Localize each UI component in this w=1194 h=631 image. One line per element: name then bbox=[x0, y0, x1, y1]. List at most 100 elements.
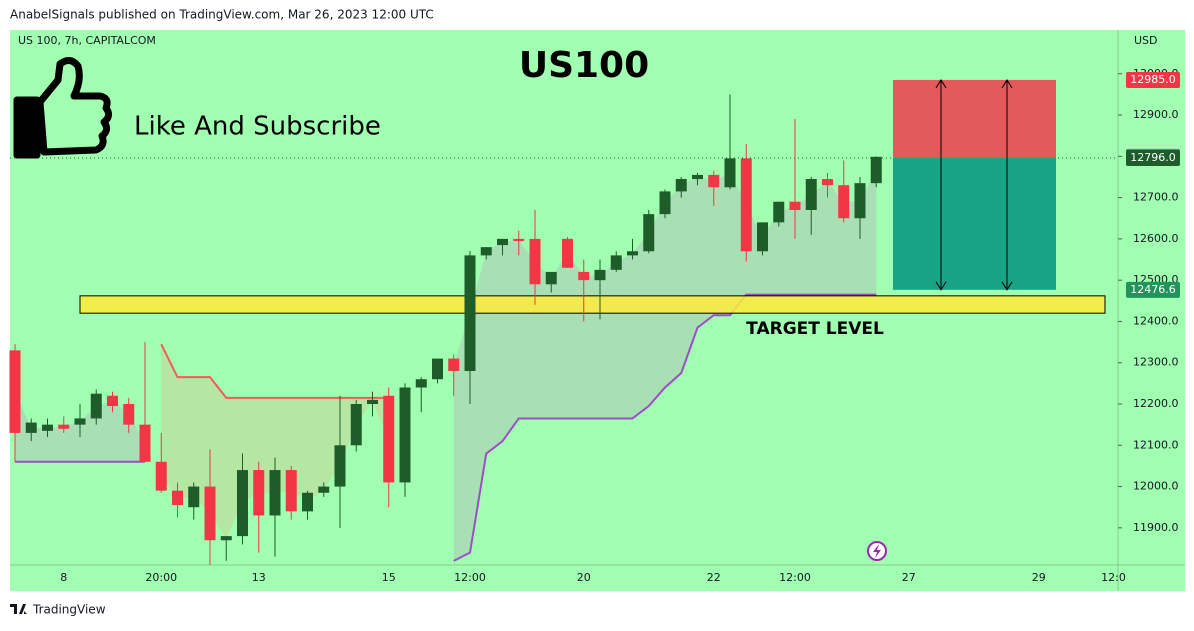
candle-body bbox=[675, 179, 687, 192]
candle-body bbox=[773, 201, 785, 223]
candle-body bbox=[708, 174, 720, 188]
candle-body bbox=[740, 158, 752, 252]
y-tick-label: 12400.0 bbox=[1133, 314, 1179, 327]
candle-body bbox=[188, 486, 200, 508]
x-tick-label: 29 bbox=[1032, 571, 1046, 584]
price-tag-label: 12796.0 bbox=[1130, 151, 1176, 164]
y-tick-label: 12000.0 bbox=[1133, 480, 1179, 493]
candle-body bbox=[253, 470, 265, 516]
range-arrow bbox=[935, 79, 947, 291]
candle-body bbox=[870, 156, 882, 184]
price-tag bbox=[1126, 71, 1180, 88]
publisher: AnabelSignals published on TradingView.c… bbox=[10, 8, 434, 22]
candle-body bbox=[415, 379, 427, 388]
candle-body bbox=[220, 536, 232, 541]
candle-body bbox=[805, 179, 817, 210]
candle-body bbox=[302, 492, 313, 512]
plot-area bbox=[9, 30, 1185, 591]
candle-body bbox=[529, 238, 541, 285]
arrow-head bbox=[1001, 79, 1013, 291]
range-arrow bbox=[1001, 79, 1013, 291]
price-tag-label: 12476.6 bbox=[1130, 283, 1176, 296]
currency: USD bbox=[1134, 34, 1158, 47]
alert-icon bbox=[867, 541, 887, 561]
y-tick-label: 12100.0 bbox=[1133, 438, 1179, 451]
footer-brand: TradingView bbox=[32, 603, 106, 617]
x-tick-label: 12:0 bbox=[1101, 571, 1126, 584]
candle-body bbox=[9, 350, 21, 433]
x-tick-label: 12:00 bbox=[779, 571, 811, 584]
y-tick-label: 12700.0 bbox=[1133, 191, 1179, 204]
candle-body bbox=[610, 255, 622, 270]
candle-body bbox=[25, 422, 37, 433]
candle-body bbox=[480, 247, 492, 256]
price-tag bbox=[1126, 281, 1180, 298]
candle-body bbox=[367, 399, 378, 405]
candle-body bbox=[692, 174, 703, 180]
y-tick-label: 12900.0 bbox=[1133, 108, 1179, 121]
candle-body bbox=[74, 418, 86, 425]
thumbs-up-icon bbox=[13, 57, 113, 159]
x-tick-label: 20:00 bbox=[145, 571, 177, 584]
loss-box bbox=[893, 157, 1056, 290]
candle-body bbox=[497, 238, 508, 246]
candle-body bbox=[448, 358, 460, 371]
symbol: US 100, 7h, CAPITALCOM bbox=[18, 34, 156, 47]
x-tick-label: 20 bbox=[577, 571, 591, 584]
candle-body bbox=[578, 271, 590, 281]
y-tick-label: 11900.0 bbox=[1133, 521, 1179, 534]
trend-line bbox=[160, 343, 389, 399]
candle-body bbox=[545, 271, 557, 285]
x-tick-label: 8 bbox=[60, 571, 67, 584]
target-zone bbox=[79, 295, 1106, 314]
candle-body bbox=[854, 183, 866, 219]
tradingview-logo bbox=[10, 604, 27, 614]
candle-body bbox=[42, 424, 53, 431]
candle-body bbox=[627, 251, 638, 256]
candle-body bbox=[285, 470, 297, 512]
candle-body bbox=[107, 395, 118, 407]
y-tick-label: 12600.0 bbox=[1133, 232, 1179, 245]
candle-body bbox=[562, 238, 573, 268]
x-tick-label: 13 bbox=[252, 571, 266, 584]
candle-body bbox=[204, 486, 216, 541]
price-tag-label: 12985.0 bbox=[1130, 73, 1176, 86]
candle-body bbox=[237, 470, 248, 537]
arrow-head bbox=[935, 79, 947, 291]
candle-body bbox=[334, 445, 346, 487]
candle-body bbox=[58, 424, 70, 429]
trend-line bbox=[453, 293, 877, 562]
candle-body bbox=[789, 201, 801, 210]
x-tick-label: 27 bbox=[902, 571, 916, 584]
candle-body bbox=[90, 393, 102, 419]
zone-label: TARGET LEVEL bbox=[746, 319, 884, 339]
y-tick-label: 12200.0 bbox=[1133, 397, 1179, 410]
chart-title: US100 bbox=[519, 45, 649, 86]
candle-body bbox=[464, 255, 476, 371]
x-tick-label: 22 bbox=[707, 571, 721, 584]
trend-area bbox=[453, 169, 877, 561]
price-tag bbox=[1126, 149, 1180, 166]
trend-area bbox=[161, 344, 389, 539]
candle-body bbox=[269, 470, 281, 516]
x-tick-label: 12:00 bbox=[454, 571, 486, 584]
candle-body bbox=[838, 185, 850, 219]
candle-body bbox=[399, 387, 411, 483]
candle-body bbox=[594, 269, 606, 281]
candle-body bbox=[383, 395, 395, 483]
x-tick-label: 15 bbox=[382, 571, 396, 584]
candle-body bbox=[432, 358, 443, 380]
candle-body bbox=[643, 214, 655, 252]
candle-body bbox=[659, 191, 671, 215]
candle-body bbox=[172, 490, 183, 506]
candle-body bbox=[318, 486, 330, 493]
candle-body bbox=[139, 424, 151, 462]
annotation: Like And Subscribe bbox=[134, 112, 381, 142]
candle-body bbox=[350, 404, 362, 446]
profit-box bbox=[893, 79, 1056, 158]
candle-body bbox=[155, 461, 167, 491]
candle-body bbox=[822, 179, 833, 186]
candle-body bbox=[724, 158, 736, 188]
